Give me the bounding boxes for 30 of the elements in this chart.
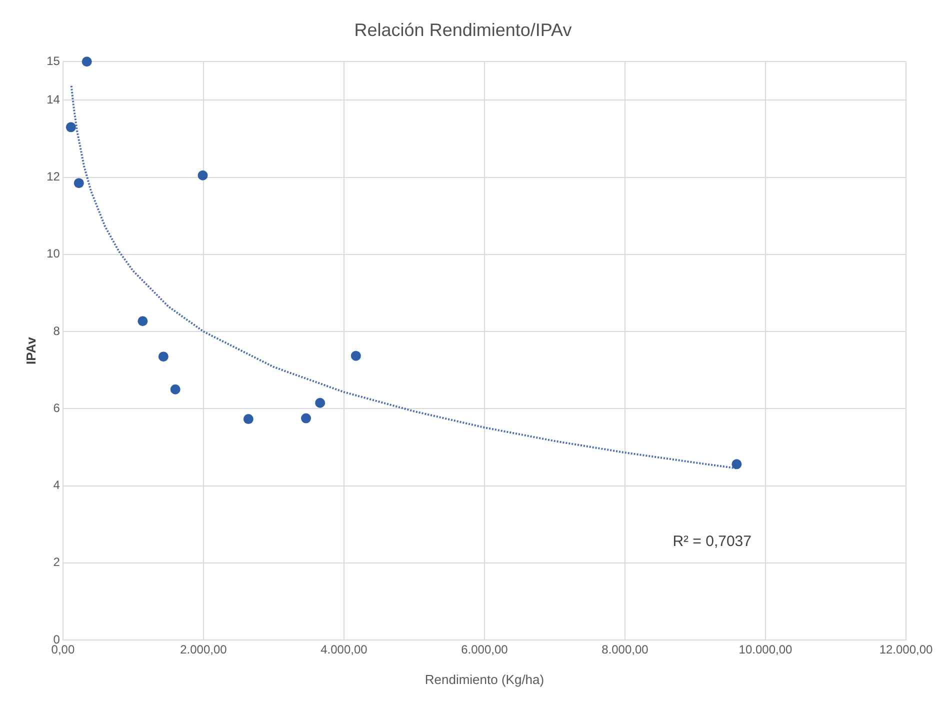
point [82,56,92,67]
y-tick-label: 4 [53,478,60,492]
y-tick-label: 10 [46,246,60,261]
y-tick-label: 14 [46,92,60,106]
point [74,178,84,188]
y-axis-title: IPAv [23,336,38,365]
point [350,350,361,361]
point [138,316,148,326]
chart-title: Relación Rendimiento/IPAv [354,20,572,40]
y-tick-label: 12 [46,170,60,184]
point [66,122,76,132]
x-tick-label: 6.000,00 [461,642,508,657]
point [732,459,742,470]
y-tick-label: 8 [53,324,60,338]
point [158,352,168,362]
y-tick-label: 15 [46,54,60,68]
point [315,398,326,408]
x-tick-label: 4.000,00 [320,642,368,657]
y-tick-label: 2 [53,555,60,570]
y-tick-label: 6 [53,400,60,415]
x-tick-label: 12.000,00 [879,642,934,657]
x-tick-label: 2.000,00 [180,642,228,657]
point [198,170,208,180]
point [170,384,180,394]
annotation: R² = 0,7037 [672,532,752,550]
point [243,414,254,424]
x-tick-label: 8.000,00 [602,642,649,657]
x-tick-label: 10.000,00 [738,642,793,657]
x-axis-title: Rendimiento (Kg/ha) [424,672,544,687]
point [301,413,312,424]
